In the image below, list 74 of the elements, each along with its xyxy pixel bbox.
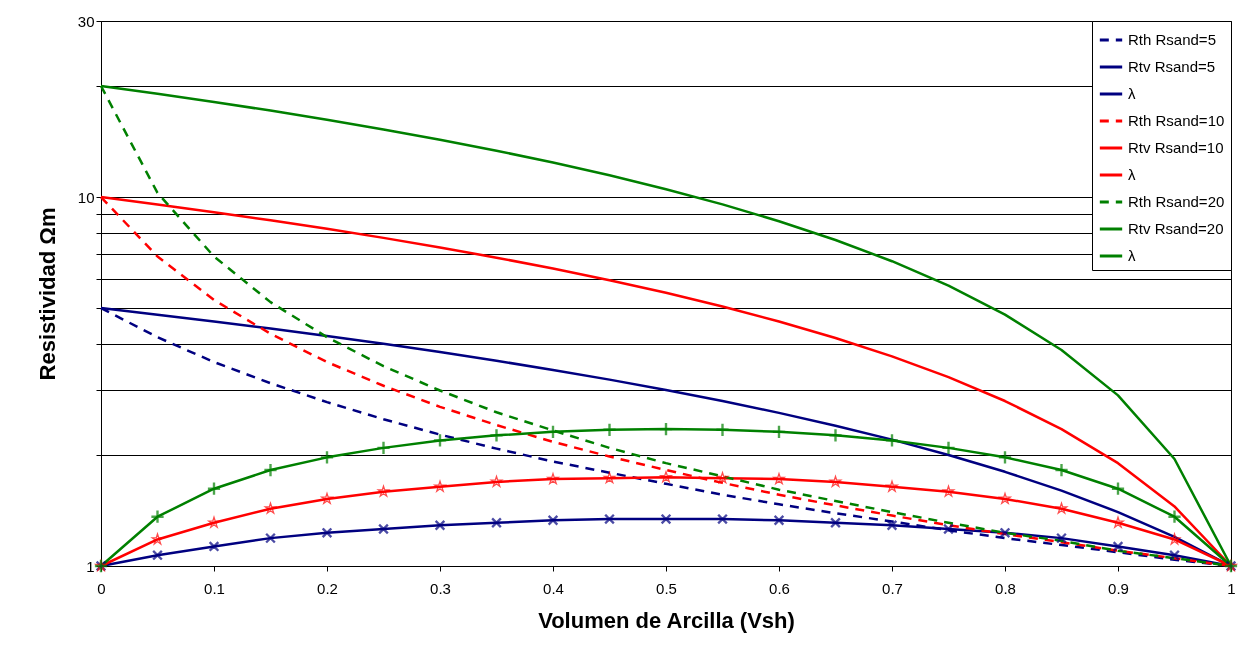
point	[604, 514, 615, 525]
point	[660, 471, 672, 483]
point	[942, 441, 955, 455]
point	[378, 524, 389, 534]
point	[435, 520, 445, 531]
x-tick-label: 0.5	[656, 579, 677, 597]
x-tick-label: 0	[97, 579, 106, 597]
legend-label: Rth Rsand=10	[1128, 112, 1225, 129]
point	[772, 425, 786, 438]
point	[1169, 550, 1180, 561]
point	[490, 475, 503, 488]
point	[830, 517, 841, 528]
x-tick-label: 0.8	[995, 579, 1016, 597]
point	[546, 425, 560, 438]
point	[1168, 510, 1181, 523]
legend-label: λ	[1128, 247, 1136, 264]
point	[998, 451, 1012, 464]
point	[548, 515, 558, 526]
point	[887, 520, 897, 531]
point	[1112, 516, 1124, 528]
x-tick-label: 0.3	[430, 579, 451, 597]
point	[377, 485, 390, 497]
point	[434, 480, 446, 492]
point	[207, 482, 221, 495]
point	[942, 485, 955, 497]
x-tick-label: 0.9	[1108, 579, 1129, 597]
x-axis-title: Volumen de Arcilla (Vsh)	[538, 607, 795, 633]
point	[547, 472, 559, 485]
point	[433, 434, 447, 447]
y-tick-label: 30	[77, 12, 95, 30]
point	[264, 463, 277, 477]
x-tick-label: 0.6	[769, 579, 790, 597]
legend-label: Rtv Rsand=5	[1128, 58, 1216, 75]
point	[208, 516, 220, 528]
point	[320, 451, 334, 464]
legend-label: λ	[1128, 166, 1136, 183]
x-tick-label: 1	[1227, 579, 1236, 597]
y-tick-label: 1	[86, 557, 95, 575]
point	[321, 492, 333, 504]
y-axis-title: Resistividad Ωm	[34, 207, 60, 381]
point	[1000, 527, 1010, 538]
point	[717, 514, 728, 525]
x-tick-label: 0.7	[882, 579, 903, 597]
point	[1056, 533, 1067, 544]
x-tick-label: 0.1	[204, 579, 225, 597]
point	[999, 492, 1011, 504]
point	[1113, 541, 1123, 552]
point	[885, 434, 899, 447]
legend-label: Rth Rsand=5	[1128, 31, 1216, 48]
point	[886, 480, 898, 492]
legend-label: λ	[1128, 85, 1136, 102]
point	[491, 517, 502, 528]
point	[377, 441, 390, 455]
legend-label: Rtv Rsand=20	[1128, 220, 1224, 237]
x-tick-label: 0.2	[317, 579, 338, 597]
point	[264, 502, 277, 514]
point	[1111, 482, 1125, 495]
legend-label: Rth Rsand=20	[1128, 193, 1225, 210]
point	[209, 541, 219, 552]
point	[773, 472, 785, 485]
point	[322, 527, 332, 538]
point	[774, 515, 784, 526]
point	[151, 510, 164, 523]
legend-label: Rtv Rsand=10	[1128, 139, 1224, 156]
x-tick-label: 0.4	[543, 579, 564, 597]
point	[661, 514, 671, 525]
point	[152, 550, 163, 561]
point	[265, 533, 276, 544]
point	[943, 524, 954, 534]
y-tick-label: 10	[77, 188, 95, 206]
point	[829, 475, 842, 488]
point	[1055, 502, 1068, 514]
point	[1055, 463, 1068, 477]
point	[659, 422, 673, 436]
